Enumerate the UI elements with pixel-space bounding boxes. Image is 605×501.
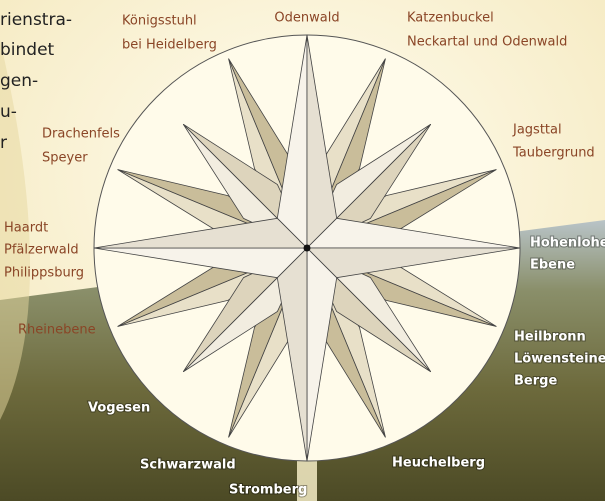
- intro-line: rienstra-: [0, 10, 72, 30]
- label: Berge: [514, 374, 557, 389]
- intro-line: bindet: [0, 40, 55, 60]
- label: Jagsttal: [512, 123, 562, 138]
- label: Ebene: [530, 258, 575, 273]
- intro-line: gen-: [0, 71, 38, 91]
- label: Drachenfels: [42, 127, 120, 142]
- label: Taubergrund: [512, 146, 595, 161]
- intro-line: r: [0, 133, 7, 153]
- label: Philippsburg: [4, 266, 84, 281]
- label: Odenwald: [274, 11, 339, 26]
- label: Stromberg: [229, 483, 307, 498]
- label: Pfälzerwald: [4, 243, 79, 258]
- label: Hohenloher: [530, 236, 605, 251]
- intro-line: u-: [0, 102, 17, 122]
- label: Schwarzwald: [140, 458, 236, 473]
- label: Vogesen: [88, 401, 150, 416]
- label: Heuchelberg: [392, 456, 485, 471]
- label: Königsstuhl: [122, 14, 197, 29]
- label: Heilbronn: [514, 330, 586, 345]
- label: Neckartal und Odenwald: [407, 35, 567, 50]
- label: Speyer: [42, 151, 88, 166]
- compass-center: [304, 245, 311, 252]
- label: Rheinebene: [18, 323, 96, 338]
- label: Löwensteiner: [514, 352, 605, 367]
- label: bei Heidelberg: [122, 38, 217, 53]
- scene: rienstra- bindet gen- u- r Königsstuhl b…: [0, 0, 605, 501]
- label: Haardt: [4, 221, 48, 236]
- label: Katzenbuckel: [407, 11, 494, 26]
